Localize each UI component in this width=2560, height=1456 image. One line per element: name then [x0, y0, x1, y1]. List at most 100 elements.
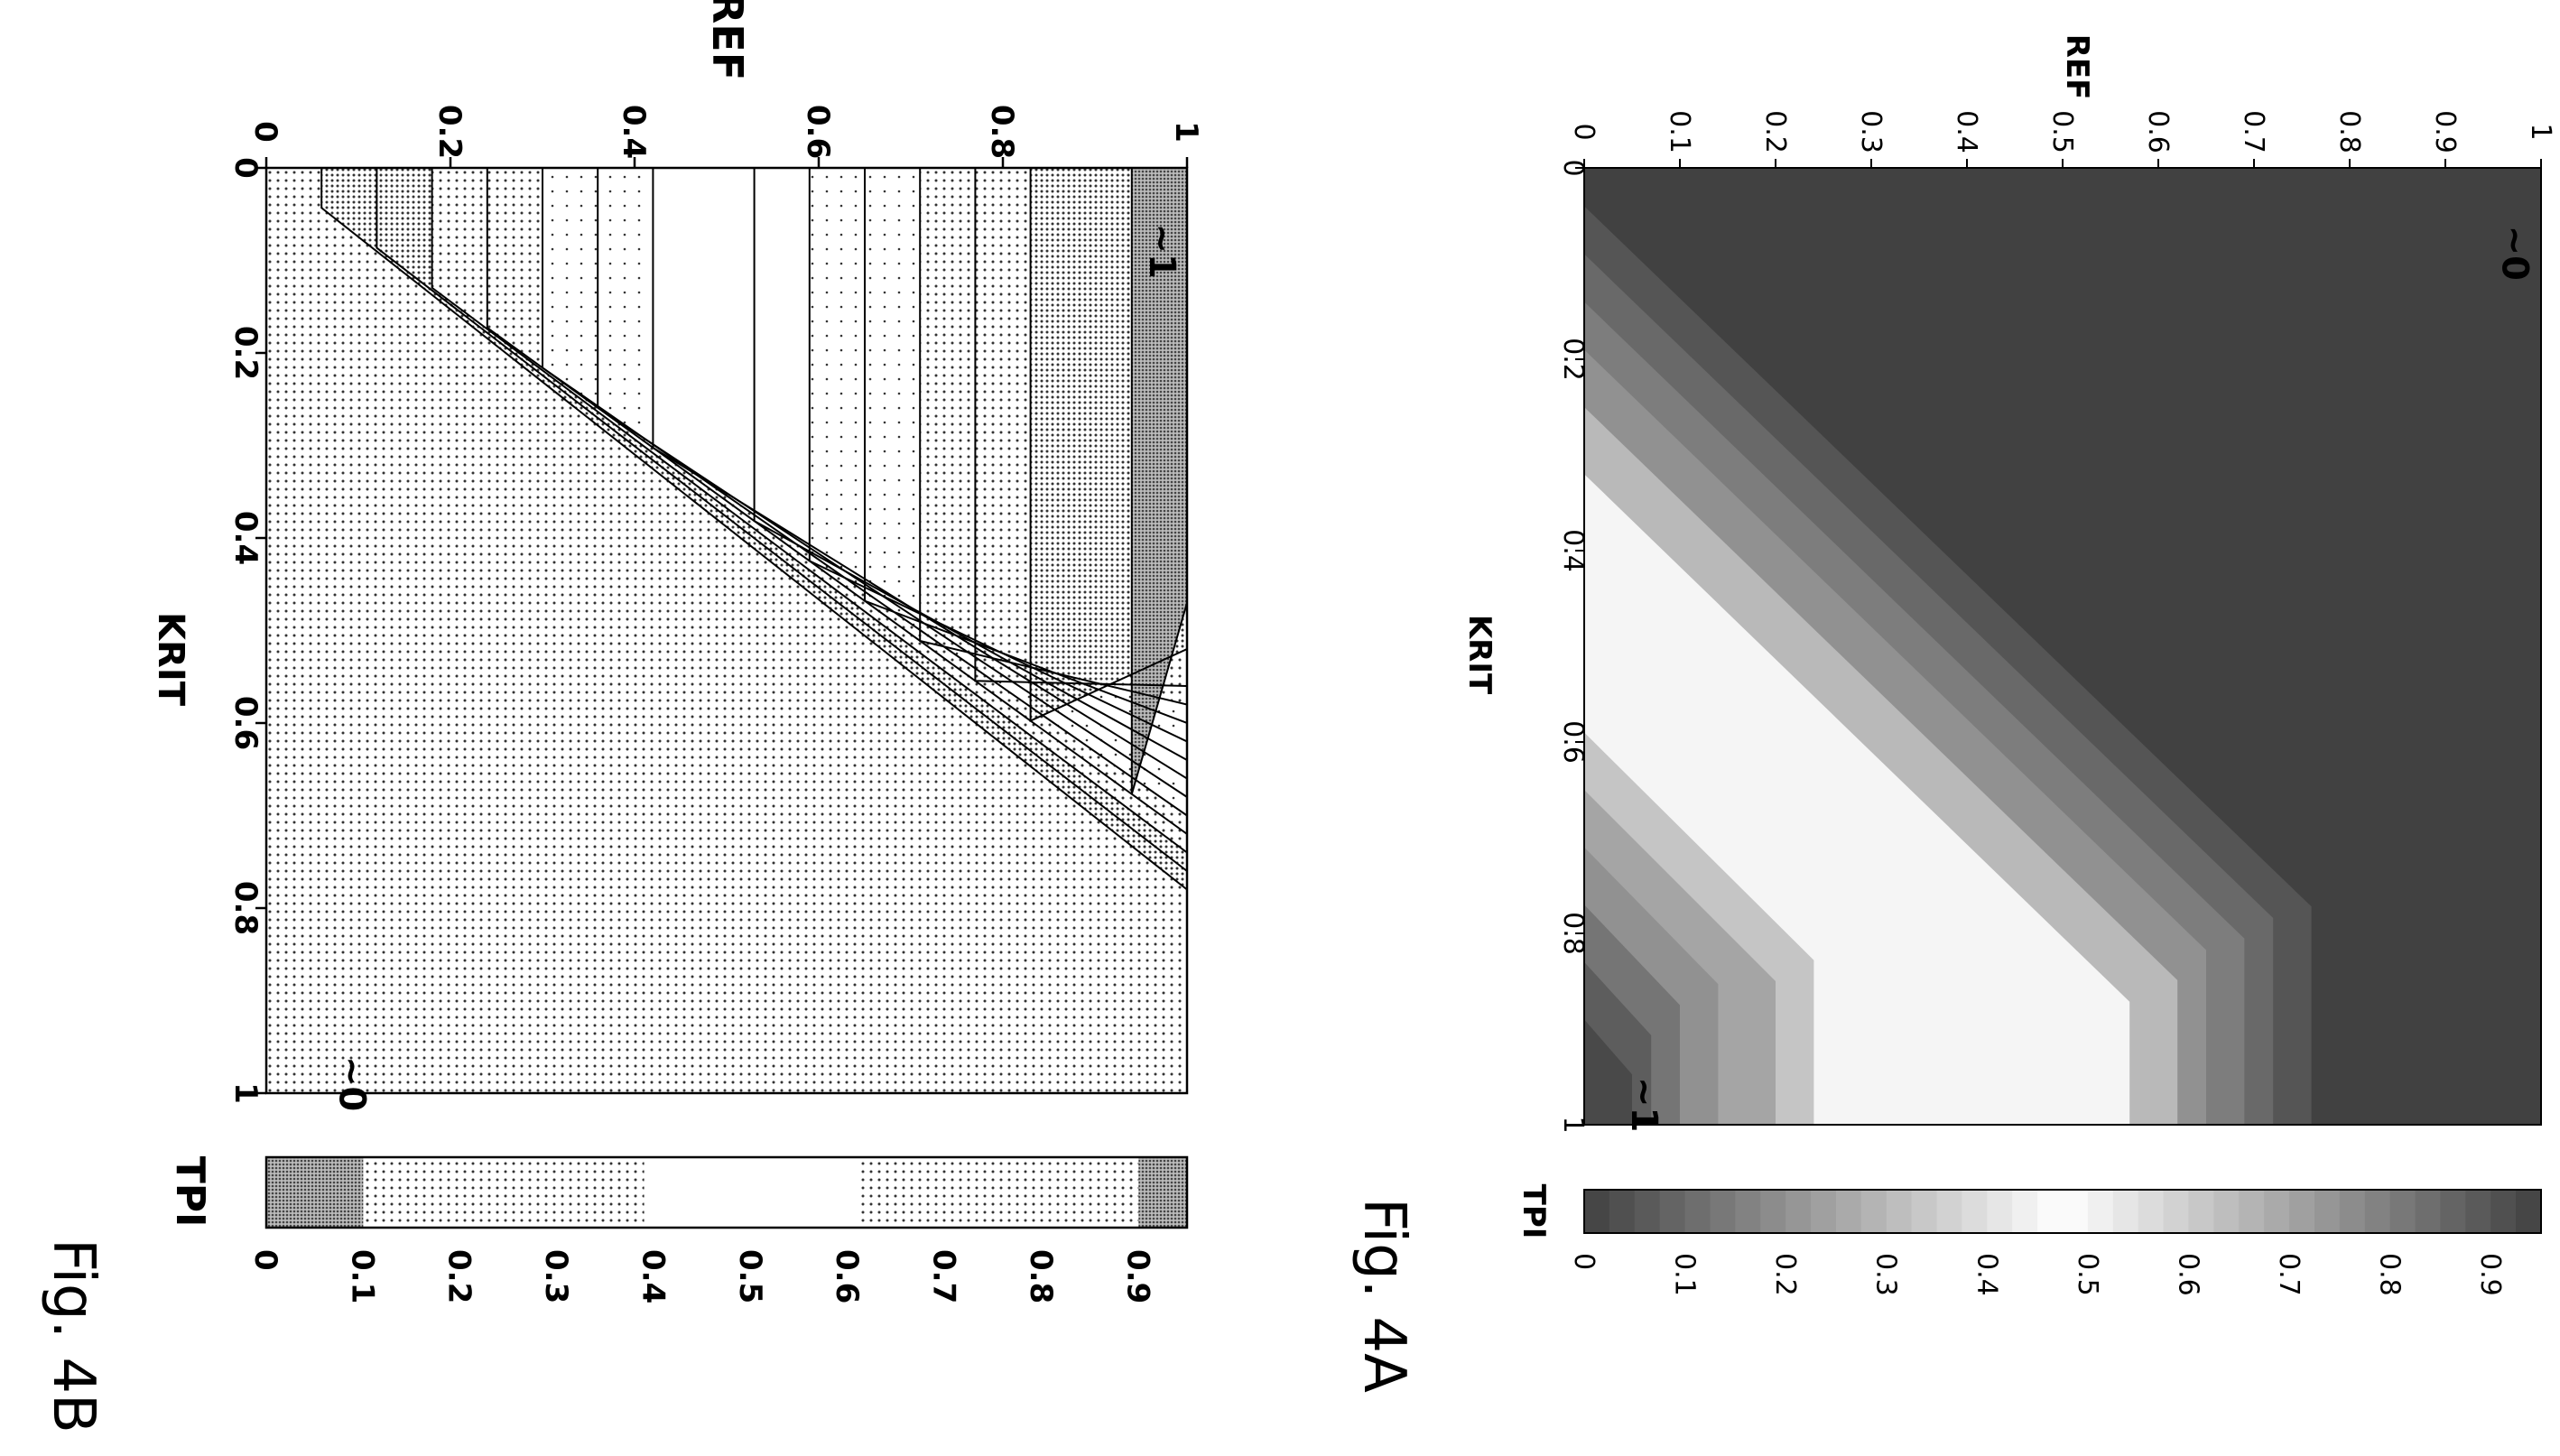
- fig-4a-ref-tick-label: 0.1: [1664, 110, 1695, 153]
- fig-4b-krit-tick-label: 0: [227, 157, 264, 179]
- fig-4a-colorbar-segment: [2037, 1190, 2064, 1233]
- fig-4a-ref-tick-label: 0: [1568, 123, 1600, 140]
- fig-4a-colorbar-tick-label: 0.4: [1971, 1253, 2002, 1296]
- fig-4b: 0 0.2 0.4 0.6 0.8 1 0 0.2 0.4 0.6 0.8 1 REF KRIT ~…: [40, 0, 1204, 1433]
- fig-4a-xlabel: KRIT: [1461, 615, 1498, 695]
- fig-4b-contour-line: [431, 168, 1187, 854]
- fig-4a-ylabel: REF: [2059, 34, 2095, 100]
- fig-4b-colorbar-segment: [644, 1157, 858, 1228]
- fig-4a-colorbar-segment: [1835, 1190, 1862, 1233]
- fig-4a-colorbar-segment: [2314, 1190, 2341, 1233]
- fig-4b-contour-line: [320, 168, 1187, 891]
- fig-4b-krit-tick-label: 0.6: [227, 696, 264, 750]
- fig-4a-colorbar-tick-label: 0.7: [2273, 1253, 2305, 1296]
- fig-4a-colorbar-segment: [2440, 1190, 2466, 1233]
- fig-4a-colorbar-segment: [1911, 1190, 1938, 1233]
- fig-4a-ref-tick-label: 0.9: [2429, 110, 2461, 153]
- fig-4b-contour-band: [1131, 168, 1187, 794]
- fig-4b-ref-ticks: 0 0.2 0.4 0.6 0.8 1: [247, 105, 1204, 168]
- fig-4b-figure-label: Fig. 4B: [40, 1238, 107, 1433]
- fig-4a-ref-tick-label: 0.7: [2238, 110, 2269, 153]
- fig-4a-krit-tick-label: 0.2: [1557, 338, 1589, 381]
- fig-4b-annotation-high: ~1: [1141, 224, 1183, 279]
- fig-4a-colorbar-label: TPI: [1516, 1184, 1552, 1239]
- fig-4a-colorbar-segment: [1786, 1190, 1812, 1233]
- fig-4b-contour-line: [864, 168, 1187, 724]
- fig-4b-colorbar-tick-label: 0.2: [441, 1249, 478, 1303]
- fig-4a-krit-tick-label: 0.6: [1557, 720, 1589, 764]
- fig-4b-ref-tick-label: 1: [1168, 121, 1204, 143]
- fig-4b-colorbar-segment: [266, 1157, 364, 1228]
- fig-4b-ref-tick-label: 0.4: [616, 105, 652, 159]
- fig-4b-colorbar-frame: [264, 1155, 1189, 1229]
- fig-4b-colorbar: [266, 1157, 1187, 1228]
- fig-4b-krit-tick-label: 0.2: [227, 326, 264, 380]
- fig-4a-annotation-low: ~0: [2494, 226, 2536, 281]
- fig-4a-ref-tick-label: 0.4: [1951, 110, 1982, 153]
- fig-4a-colorbar-segment: [2213, 1190, 2240, 1233]
- fig-4a-colorbar-segment: [2490, 1190, 2517, 1233]
- fig-4a-colorbar-segment: [1684, 1190, 1711, 1233]
- fig-4b-colorbar-segment: [363, 1157, 645, 1228]
- fig-4b-contour-line: [974, 168, 1187, 687]
- fig-4a-colorbar-segment: [2188, 1190, 2214, 1233]
- fig-4b-contour-line: [542, 168, 1187, 817]
- fig-4b-colorbar-tick-label: 0.9: [1119, 1249, 1155, 1303]
- fig-4a-annotation-high: ~1: [1623, 1077, 1665, 1132]
- fig-4a-colorbar-segment: [2063, 1190, 2089, 1233]
- fig-4a-colorbar-segment: [2465, 1190, 2491, 1233]
- fig-4a-krit-tick-label: 0.4: [1557, 529, 1589, 572]
- fig-4b-colorbar-segment: [1138, 1157, 1187, 1228]
- fig-4b-krit-tick-label: 0.4: [227, 511, 264, 565]
- fig-4b-contour-line: [808, 168, 1187, 743]
- fig-4b-contour-line: [376, 168, 1187, 872]
- fig-4a-colorbar-segment: [2339, 1190, 2366, 1233]
- fig-4a-colorbar-segment: [1936, 1190, 1963, 1233]
- fig-4a-colorbar-segment: [2389, 1190, 2416, 1233]
- fig-4a-colorbar-segment: [2364, 1190, 2391, 1233]
- fig-4a-colorbar-segment: [1634, 1190, 1661, 1233]
- fig-4b-colorbar-tick-label: 0.1: [344, 1249, 380, 1303]
- fig-4b-krit-ticks: 0 0.2 0.4 0.6 0.8 1: [227, 157, 266, 1104]
- fig-4a-colorbar-tick-label: 0.1: [1669, 1253, 1701, 1296]
- fig-4a-colorbar-segment: [1710, 1190, 1736, 1233]
- fig-4b-colorbar-tick-label: 0.6: [829, 1249, 865, 1303]
- fig-4a-colorbar-segment: [1760, 1190, 1786, 1233]
- fig-4a-colorbar-segment: [1659, 1190, 1686, 1233]
- fig-4a-colorbar-segment: [2112, 1190, 2139, 1233]
- fig-4a-figure-label: Fig. 4A: [1350, 1198, 1417, 1393]
- fig-4b-colorbar-tick-label: 0.5: [732, 1249, 768, 1303]
- fig-4a-colorbar-segment: [2012, 1190, 2038, 1233]
- fig-4a-colorbar-tick-label: 0.5: [2072, 1253, 2103, 1296]
- fig-4b-contour-fill: [266, 168, 1187, 1093]
- fig-4b-colorbar-tick-label: 0.4: [635, 1249, 671, 1303]
- fig-4b-plot-frame: [264, 166, 1189, 1095]
- fig-4a-colorbar-segment: [2289, 1190, 2315, 1233]
- fig-4a: 0 0.2 0.4 0.6 0.8 1 0 0.1 0.2 0.3 0.4 0.5 0.6 0.7 0.8…: [1350, 34, 2556, 1393]
- fig-4b-ref-tick-label: 0.2: [431, 105, 468, 159]
- fig-4b-ylabel: REF: [703, 0, 752, 80]
- fig-4b-contour-line: [1029, 168, 1187, 723]
- fig-4a-colorbar-segment: [2087, 1190, 2114, 1233]
- fig-4b-annotation-low: ~0: [331, 1056, 373, 1111]
- fig-4a-ref-tick-label: 1: [2525, 123, 2556, 140]
- fig-4b-contour-line: [652, 168, 1187, 780]
- fig-4b-colorbar-tick-label: 0: [247, 1249, 283, 1271]
- fig-4a-colorbar-segment: [1735, 1190, 1761, 1233]
- fig-4a-colorbar-tick-label: 0.8: [2374, 1253, 2406, 1296]
- fig-4a-krit-tick-label: 0: [1557, 159, 1589, 176]
- fig-4a-colorbar-segment: [1962, 1190, 1988, 1233]
- fig-4b-contour-line: [753, 168, 1187, 761]
- fig-4a-colorbar-tick-label: 0.2: [1769, 1253, 1801, 1296]
- fig-4b-contour-line: [486, 168, 1187, 835]
- fig-4b-colorbar-tick-label: 0.3: [538, 1249, 574, 1303]
- fig-4a-colorbar-segment: [1987, 1190, 2013, 1233]
- fig-4b-colorbar-tick-label: 0.8: [1023, 1249, 1059, 1303]
- fig-4a-colorbar: [1584, 1190, 2542, 1233]
- fig-4a-colorbar-ticks: 0 0.1 0.2 0.3 0.4 0.5 0.6 0.7 0.8 0.9: [1568, 1253, 2506, 1296]
- fig-4a-colorbar-tick-label: 0.6: [2172, 1253, 2203, 1296]
- fig-4b-colorbar-segment: [857, 1157, 1139, 1228]
- fig-4a-colorbar-segment: [2415, 1190, 2442, 1233]
- fig-4a-colorbar-segment: [1584, 1190, 1610, 1233]
